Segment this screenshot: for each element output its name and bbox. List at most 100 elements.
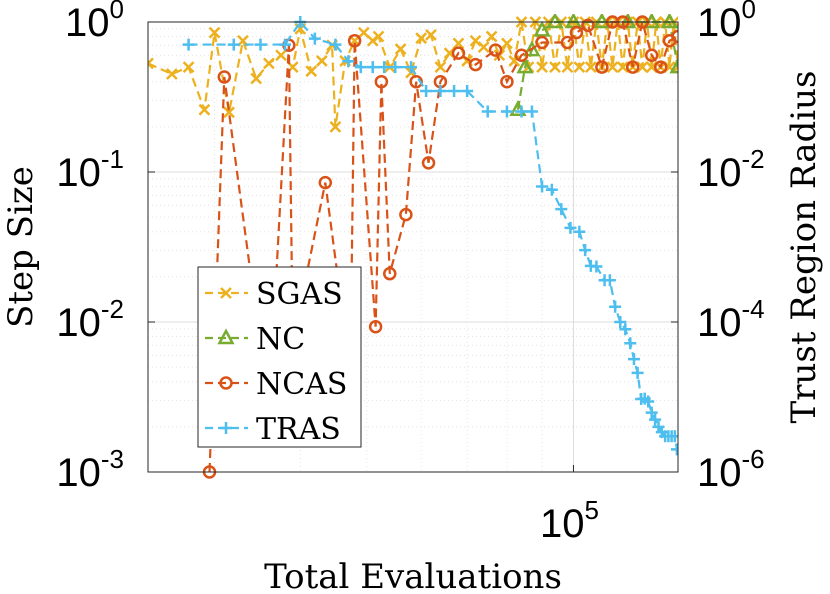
data-point-tras xyxy=(329,38,342,51)
data-point-sgas xyxy=(501,37,513,50)
data-point-tras xyxy=(590,260,603,273)
data-point-tras xyxy=(579,244,592,257)
data-point-sgas xyxy=(636,61,649,74)
data-point-tras xyxy=(670,443,678,456)
data-point-ncas xyxy=(514,48,529,63)
legend-label: TRAS xyxy=(256,412,341,447)
data-point-tras xyxy=(515,105,528,118)
data-point-ncas xyxy=(488,43,503,57)
data-point-ncas xyxy=(217,70,232,84)
data-point-tras xyxy=(525,105,538,118)
legend-label: NCAS xyxy=(256,367,347,402)
data-point-sgas xyxy=(148,57,154,70)
data-point-tras xyxy=(448,85,461,98)
right-tick-label: 10-2 xyxy=(697,144,765,195)
data-point-ncas xyxy=(399,207,413,222)
data-point-sgas xyxy=(469,34,482,47)
data-point-sgas xyxy=(425,29,437,41)
data-point-sgas xyxy=(208,26,221,39)
data-point-sgas xyxy=(182,61,195,74)
data-point-sgas xyxy=(561,61,574,74)
legend-marker xyxy=(220,422,232,434)
right-axis-label: Trust Region Radius xyxy=(784,71,824,424)
data-point-tras xyxy=(278,38,291,51)
series-line-ncas xyxy=(208,20,678,473)
left-tick-label: 10-1 xyxy=(56,144,124,195)
data-point-sgas xyxy=(394,43,407,55)
data-point-tras xyxy=(603,274,616,287)
data-point-ncas xyxy=(368,319,383,334)
right-tick-label: 100 xyxy=(697,0,756,45)
data-point-tras xyxy=(354,61,367,74)
data-point-sgas xyxy=(223,106,235,119)
data-point-tras xyxy=(378,61,391,74)
data-point-sgas xyxy=(485,30,498,43)
series-line-sgas xyxy=(148,21,678,128)
data-point-tras xyxy=(614,316,627,328)
data-point-sgas xyxy=(452,37,465,50)
legend-marker xyxy=(219,376,233,390)
data-point-nc xyxy=(516,57,534,74)
data-point-tras xyxy=(405,61,418,74)
right-tick-label: 10-6 xyxy=(697,444,765,495)
data-point-nc xyxy=(660,14,678,29)
legend-label: SGAS xyxy=(256,277,343,312)
data-point-nc xyxy=(669,57,678,74)
data-point-tras xyxy=(564,221,577,234)
data-point-tras xyxy=(668,430,678,443)
data-point-tras xyxy=(645,406,658,419)
data-point-tras xyxy=(642,395,655,408)
data-point-nc xyxy=(523,40,541,57)
x-tick-label: 105 xyxy=(540,495,599,546)
data-point-sgas xyxy=(434,61,447,74)
data-point-tras xyxy=(631,366,644,379)
legend-item-ncas: NCAS xyxy=(205,367,347,402)
data-point-sgas xyxy=(262,57,275,70)
data-point-tras xyxy=(619,323,632,336)
data-point-ncas xyxy=(625,60,640,74)
legend-marker xyxy=(220,287,232,299)
left-tick-label: 100 xyxy=(65,0,124,45)
data-point-nc xyxy=(593,14,611,29)
data-point-ncas xyxy=(409,74,423,89)
data-point-ncas xyxy=(374,74,389,89)
data-point-tras xyxy=(420,85,433,98)
data-point-ncas xyxy=(644,48,659,63)
data-point-ncas xyxy=(671,29,678,44)
legend-box xyxy=(197,266,362,448)
data-point-sgas xyxy=(275,49,287,62)
data-point-ncas xyxy=(421,156,436,170)
data-point-ncas xyxy=(653,60,668,74)
data-point-tras xyxy=(389,61,402,74)
data-point-ncas xyxy=(595,60,609,74)
data-point-tras xyxy=(624,337,637,350)
data-point-sgas xyxy=(584,61,597,74)
data-point-sgas xyxy=(357,26,370,39)
data-point-ncas xyxy=(347,33,362,48)
data-point-tras xyxy=(555,203,568,216)
data-point-ncas xyxy=(451,46,466,60)
legend-item-sgas: SGAS xyxy=(205,277,343,312)
data-point-sgas xyxy=(165,68,178,80)
legend-item-tras: TRAS xyxy=(205,412,341,447)
data-point-nc xyxy=(619,14,637,29)
left-tick-label: 10-2 xyxy=(56,294,124,345)
data-point-sgas xyxy=(198,103,211,116)
data-point-sgas xyxy=(573,61,586,74)
data-point-sgas xyxy=(415,32,428,45)
data-point-ncas xyxy=(318,175,333,190)
legend: SGAS NC NCAS TRAS xyxy=(197,266,362,448)
data-point-tras xyxy=(461,85,474,98)
data-point-tras xyxy=(366,61,379,74)
data-point-tras xyxy=(254,38,267,51)
x-axis-label: Total Evaluations xyxy=(264,557,562,594)
data-point-sgas xyxy=(616,61,629,74)
data-point-sgas xyxy=(477,41,490,54)
grid xyxy=(148,21,678,473)
data-point-ncas xyxy=(569,25,584,40)
data-point-nc xyxy=(533,20,551,37)
data-point-tras xyxy=(182,38,195,51)
data-point-tras xyxy=(308,32,321,45)
